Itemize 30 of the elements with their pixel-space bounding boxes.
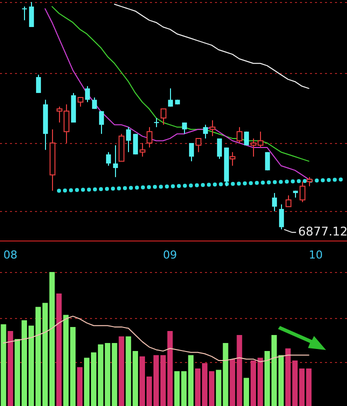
candlestick	[106, 152, 111, 166]
x-tick-label: 09	[163, 248, 178, 262]
candlestick	[29, 2, 34, 28]
candlestick	[244, 131, 249, 146]
x-tick-label: 10	[308, 248, 323, 262]
candlestick	[279, 204, 284, 230]
candlestick	[272, 192, 277, 212]
candlestick	[154, 117, 160, 128]
candlestick	[99, 110, 104, 134]
bar	[8, 330, 14, 406]
candlestick	[203, 124, 208, 139]
candlestick	[168, 88, 173, 108]
annotation: 6877.12	[298, 224, 347, 239]
bar	[77, 367, 83, 406]
bar	[244, 378, 250, 406]
candlestick	[182, 122, 187, 134]
bar	[118, 336, 124, 406]
candlestick	[126, 126, 131, 153]
candlestick	[265, 152, 270, 171]
candlestick	[85, 86, 90, 103]
candlestick	[22, 6, 28, 21]
candlestick	[217, 138, 222, 160]
candlestick	[36, 74, 41, 94]
candlestick	[189, 142, 194, 162]
bar	[0, 324, 6, 406]
candlestick	[113, 144, 118, 178]
candlestick	[133, 133, 138, 155]
x-tick-label: 08	[3, 248, 18, 262]
bar	[56, 293, 62, 406]
candlestick	[92, 97, 97, 110]
